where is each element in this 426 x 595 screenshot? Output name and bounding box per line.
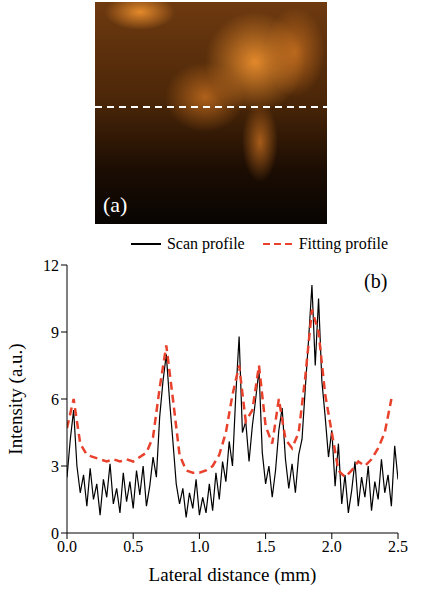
svg-text:3: 3: [51, 458, 59, 475]
svg-text:(a): (a): [103, 192, 127, 217]
svg-text:0.5: 0.5: [123, 538, 143, 555]
svg-text:2.5: 2.5: [388, 538, 408, 555]
svg-text:Lateral distance (mm): Lateral distance (mm): [149, 564, 317, 586]
svg-text:12: 12: [43, 257, 59, 274]
svg-text:6: 6: [51, 391, 59, 408]
svg-text:0.0: 0.0: [57, 538, 77, 555]
svg-text:1.0: 1.0: [189, 538, 209, 555]
html-text:Scan profile: Scan profile: [166, 235, 245, 252]
svg-text:Intensity (a.u.): Intensity (a.u.): [5, 343, 27, 454]
svg-text:0: 0: [51, 525, 59, 542]
svg-text:9: 9: [51, 324, 59, 341]
svg-text:2.0: 2.0: [322, 538, 342, 555]
html-text:Fitting profile: Fitting profile: [298, 235, 388, 252]
svg-text:1.5: 1.5: [256, 538, 276, 555]
html-text:(b): (b): [364, 270, 388, 292]
